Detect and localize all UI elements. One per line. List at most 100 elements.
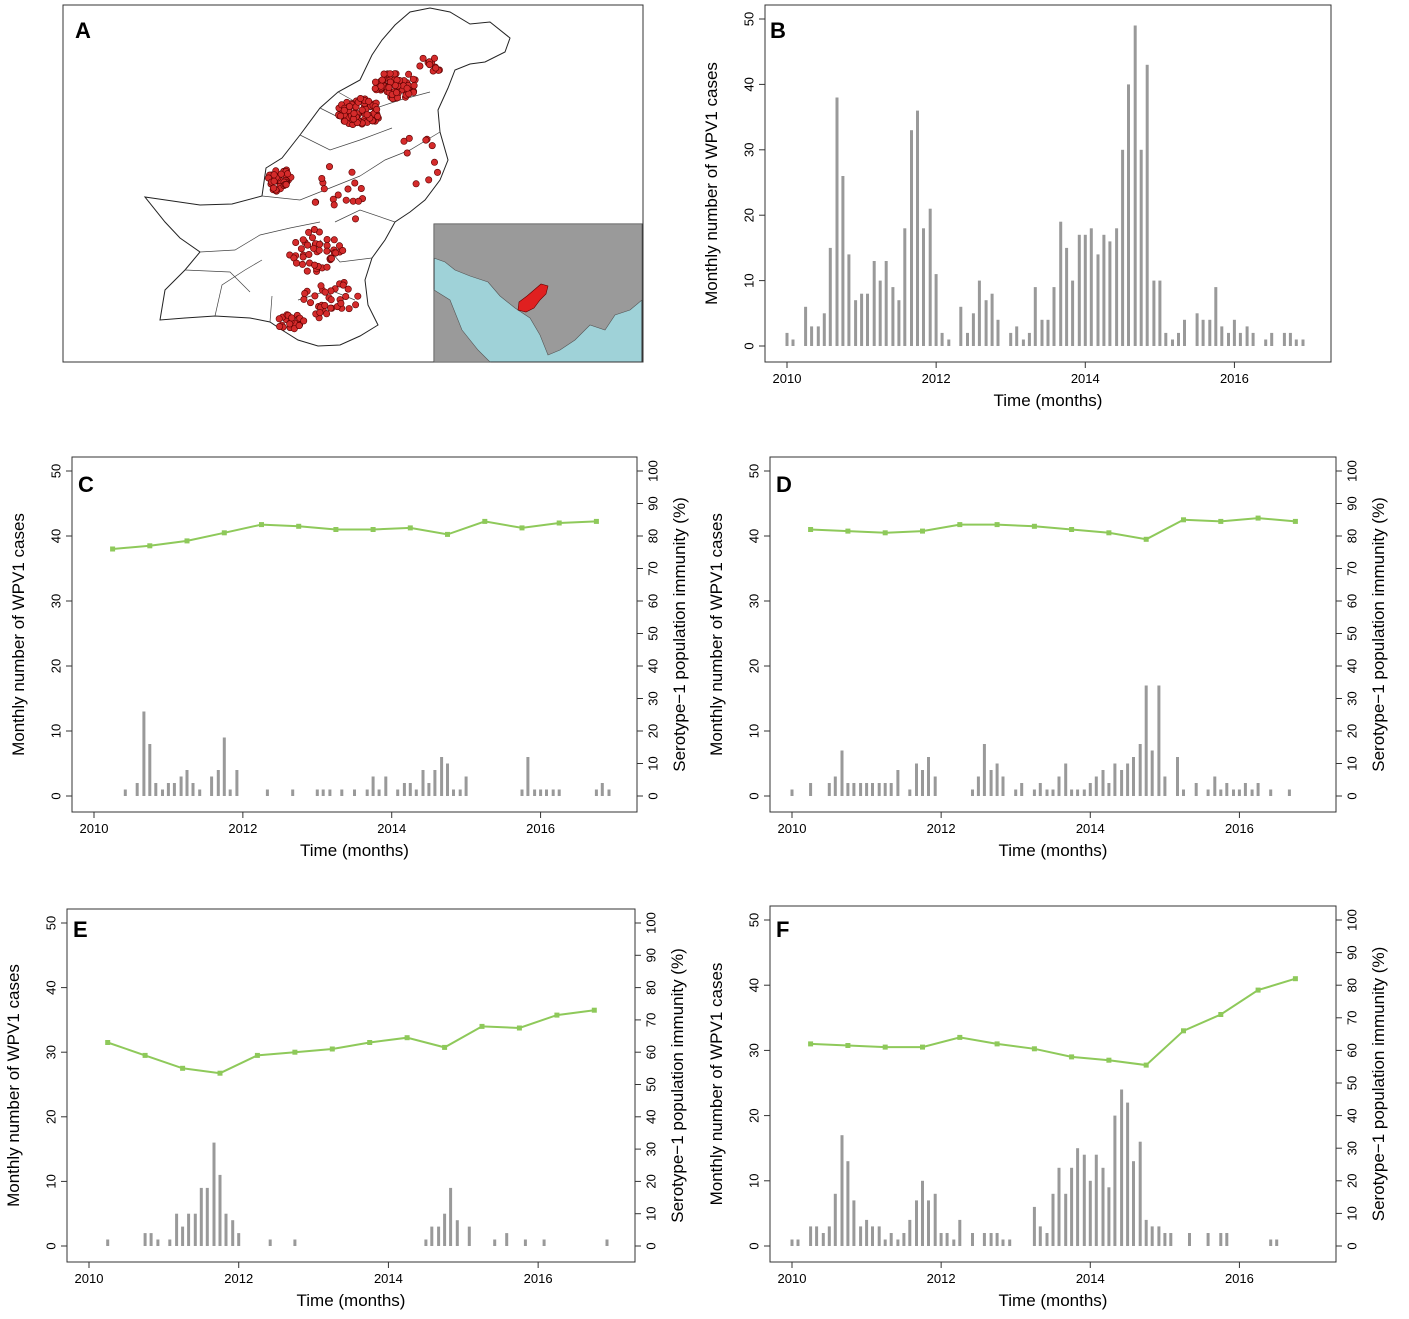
x-axis-title: Time (months): [994, 391, 1103, 410]
case-bar: [1237, 789, 1241, 796]
case-bar: [828, 247, 832, 346]
case-bar: [1032, 789, 1036, 796]
case-point: [373, 105, 381, 113]
case-bar: [903, 228, 907, 346]
case-bar: [785, 332, 789, 346]
case-point: [339, 247, 347, 255]
case-bar: [353, 789, 356, 796]
y-tick-label: 40: [44, 980, 59, 994]
case-bar: [927, 1200, 930, 1246]
immunity-point: [882, 530, 888, 536]
case-point: [297, 245, 305, 253]
case-bar: [871, 783, 874, 796]
case-point: [425, 176, 433, 184]
immunity-point: [333, 527, 339, 532]
case-bar: [1096, 254, 1100, 346]
case-point: [288, 314, 296, 322]
case-bar: [365, 789, 369, 796]
case-bar: [1038, 783, 1042, 796]
case-bar: [464, 776, 468, 796]
case-bar: [1232, 789, 1235, 796]
case-bar: [1052, 287, 1056, 346]
case-bar: [1057, 1167, 1061, 1246]
case-bar: [328, 789, 332, 796]
x-tick-label: 2014: [374, 1271, 403, 1286]
case-point: [341, 117, 349, 125]
case-bar: [1206, 1233, 1210, 1246]
immunity-point: [445, 531, 450, 537]
case-point: [386, 70, 394, 78]
case-bar: [790, 1239, 794, 1246]
case-bar: [443, 1213, 447, 1246]
case-point: [356, 95, 364, 103]
y2-tick-label: 30: [1345, 1141, 1360, 1155]
case-point: [298, 260, 306, 268]
case-point: [286, 320, 294, 328]
case-point: [325, 163, 333, 171]
case-bar: [865, 1219, 869, 1246]
case-bar: [815, 1226, 819, 1246]
case-bar: [135, 783, 139, 796]
case-bar: [1188, 1233, 1191, 1246]
inset-map: [433, 223, 643, 363]
case-point: [305, 251, 313, 259]
immunity-point: [882, 1044, 888, 1050]
y2-tick-label: 40: [1345, 659, 1360, 673]
x-tick-label: 2010: [80, 821, 109, 836]
case-bar: [1033, 287, 1037, 346]
case-bar: [1213, 776, 1217, 796]
case-bar: [458, 789, 462, 796]
case-bar: [908, 1219, 912, 1246]
case-bar: [166, 783, 170, 796]
case-bar: [231, 1220, 235, 1246]
y-tick-label: 30: [747, 594, 762, 608]
y-tick-label: 0: [742, 342, 757, 349]
case-bar: [523, 1239, 527, 1246]
immunity-line: [810, 977, 1296, 1067]
case-bar: [539, 789, 543, 796]
case-bar: [891, 287, 895, 346]
case-point: [433, 168, 441, 176]
case-bar: [916, 110, 919, 346]
immunity-point: [1106, 1057, 1112, 1063]
y-tick-label: 20: [44, 1110, 59, 1124]
case-bar: [1194, 783, 1198, 796]
panel-letter-b: B: [770, 18, 786, 43]
case-point: [345, 305, 353, 313]
case-bar: [1045, 789, 1049, 796]
case-bar: [915, 1200, 918, 1246]
case-bar: [1070, 1167, 1074, 1246]
case-point: [327, 255, 335, 263]
immunity-point: [519, 525, 525, 531]
case-bar: [1220, 326, 1224, 346]
pakistan-highlight: [517, 283, 549, 313]
y-axis-title: Monthly number of WPV1 cases: [9, 513, 28, 756]
immunity-point: [479, 1023, 485, 1029]
immunity-point: [221, 530, 227, 536]
case-bar: [1288, 332, 1292, 346]
y-tick-label: 50: [747, 913, 762, 927]
case-point: [304, 241, 312, 249]
case-bar: [1158, 280, 1162, 346]
case-bar: [1014, 789, 1018, 796]
case-bar: [1101, 770, 1105, 796]
immunity-point: [1218, 1012, 1224, 1017]
case-bar: [1287, 789, 1291, 796]
case-bar: [1183, 319, 1186, 346]
y2-tick-label: 60: [646, 594, 661, 608]
case-point: [282, 181, 290, 189]
case-point: [323, 236, 331, 244]
case-bar: [966, 332, 969, 346]
case-bar: [816, 326, 820, 346]
case-bar: [791, 339, 795, 346]
immunity-point: [105, 1040, 111, 1045]
case-bar: [1021, 339, 1025, 346]
case-bar: [430, 1226, 434, 1246]
immunity-point: [845, 1043, 851, 1048]
case-bar: [424, 1239, 428, 1246]
immunity-point: [1218, 518, 1224, 524]
y2-tick-label: 90: [1345, 945, 1360, 959]
case-point: [352, 301, 360, 309]
immunity-point: [516, 1025, 522, 1031]
case-bar: [265, 789, 269, 796]
